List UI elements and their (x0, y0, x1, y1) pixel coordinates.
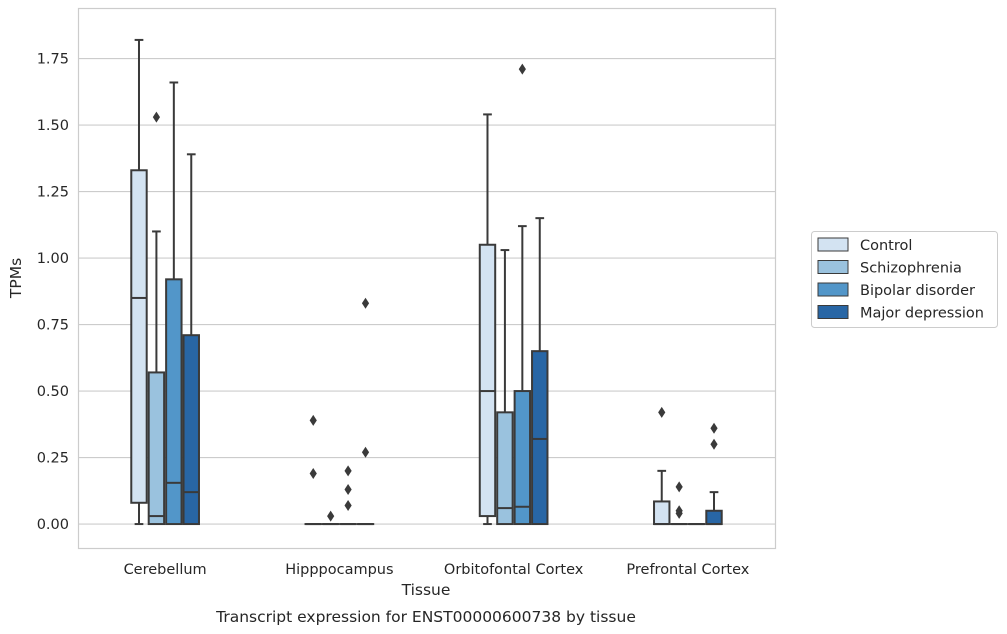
box-control (478, 113, 497, 526)
legend-label: Control (860, 238, 912, 254)
iqr-box (182, 334, 200, 526)
outlier-point (344, 483, 352, 495)
box-control (304, 414, 322, 526)
x-tick-label: Orbitofontal Cortex (444, 562, 584, 578)
outlier-point (309, 468, 317, 480)
outlier-point (710, 438, 718, 450)
x-axis-ticks: Cerebellum Hipppocampus Orbitofontal Corte… (124, 562, 750, 578)
legend-swatch (817, 237, 849, 252)
box-bipolar-disorder (339, 465, 357, 526)
y-tick-label: 0.50 (37, 384, 69, 400)
iqr-box (705, 509, 723, 526)
y-tick-label: 0.25 (37, 451, 69, 467)
box-major-depression (182, 153, 200, 526)
y-tick-label: 0.00 (37, 517, 69, 533)
iqr-box (147, 371, 166, 526)
outlier-point (327, 510, 335, 522)
legend: Control Schizophrenia Bipolar disorder Majo… (811, 231, 998, 328)
y-tick-label: 0.75 (37, 318, 69, 334)
legend-swatch (817, 305, 849, 319)
legend-frame (811, 231, 998, 328)
box-control (653, 406, 671, 526)
y-tick-label: 1.25 (37, 185, 69, 201)
legend-label: Schizophrenia (860, 261, 962, 277)
box-plot-area (130, 38, 723, 526)
x-tick-label: Hipppocampus (285, 562, 393, 578)
chart-caption: Transcript expression for ENST0000060073… (215, 608, 636, 626)
box-major-depression (705, 422, 723, 526)
y-axis-title: TPMs (7, 258, 25, 299)
iqr-box (165, 278, 183, 526)
legend-swatch (817, 282, 849, 297)
y-tick-label: 1.50 (37, 118, 69, 134)
y-tick-label: 1.00 (37, 251, 69, 267)
box-major-depression (531, 217, 549, 526)
box-bipolar-disorder (513, 63, 532, 526)
iqr-box (130, 169, 148, 504)
outlier-point (361, 297, 370, 309)
box-schizophrenia (321, 510, 340, 526)
outlier-point (344, 499, 352, 511)
outlier-point (309, 414, 317, 426)
box-schizophrenia (496, 249, 514, 526)
outlier-point (518, 63, 526, 75)
x-tick-label: Cerebellum (124, 562, 207, 578)
x-tick-label: Prefrontal Cortex (626, 562, 749, 578)
box-control (130, 38, 148, 526)
plot-frame (77, 7, 777, 550)
outlier-point (361, 446, 370, 458)
y-tick-label: 1.75 (37, 52, 69, 68)
box-bipolar-disorder (165, 81, 183, 526)
y-axis-ticks: 0.00 0.25 0.50 0.75 1.00 1.25 1.50 1.75 (37, 52, 69, 534)
legend-label: Major depression (860, 306, 984, 322)
outlier-point (675, 481, 683, 493)
box-schizophrenia (147, 111, 166, 526)
outlier-point (675, 505, 683, 517)
box-major-depression (356, 297, 375, 526)
iqr-box (496, 411, 514, 526)
outlier-point (344, 465, 352, 477)
outlier-point (152, 111, 161, 123)
box-schizophrenia (670, 481, 688, 526)
iqr-box (531, 350, 549, 526)
iqr-box (478, 243, 497, 518)
legend-label: Bipolar disorder (860, 283, 975, 299)
iqr-box (653, 500, 671, 526)
x-axis-title: Tissue (401, 581, 451, 599)
legend-swatch (817, 260, 849, 274)
iqr-box (513, 390, 532, 526)
outlier-point (658, 406, 666, 418)
outlier-point (710, 422, 718, 434)
